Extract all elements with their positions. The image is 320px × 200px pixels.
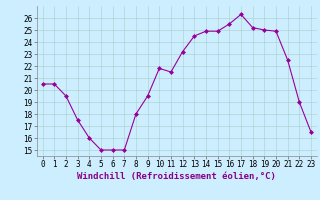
X-axis label: Windchill (Refroidissement éolien,°C): Windchill (Refroidissement éolien,°C) [77,172,276,181]
